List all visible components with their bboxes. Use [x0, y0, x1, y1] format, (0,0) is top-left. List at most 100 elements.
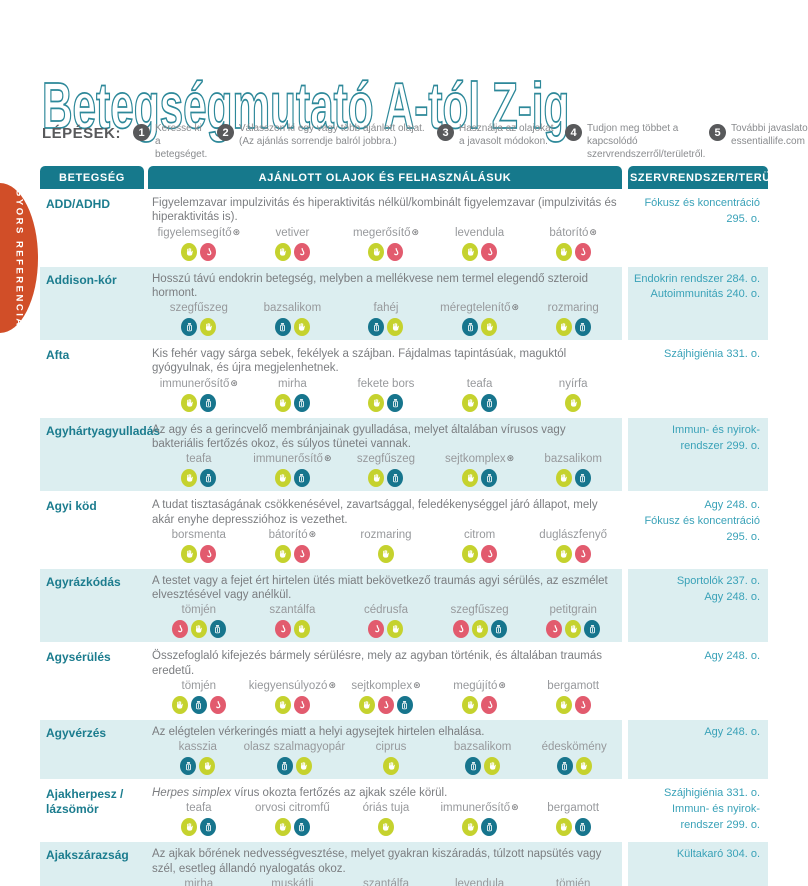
- topical-hand-icon: [190, 620, 207, 639]
- internal-bottle-icon: [481, 818, 498, 837]
- oil-name: olasz szalmagyopár: [243, 741, 346, 754]
- oil-name: fahéj: [373, 302, 399, 315]
- topical-hand-icon: [462, 544, 479, 563]
- oil-item: citrom: [433, 529, 527, 563]
- table-row: Agysérülés Összefoglaló kifejezés bármel…: [40, 644, 768, 718]
- oil-item: bátorító⊛: [526, 227, 620, 261]
- oil-name: szantálfa: [362, 877, 409, 886]
- oil-name: kiegyensúlyozó⊛: [248, 680, 336, 693]
- oil-name: szantálfa: [269, 604, 316, 617]
- oil-item: szantálfa: [339, 878, 433, 886]
- disease-description: Az agy és a gerincvelő membránjainak gyu…: [152, 423, 566, 451]
- internal-bottle-icon: [293, 393, 310, 412]
- oil-item: cédrusfa: [339, 604, 433, 639]
- row-band: Addison-kór Hosszú távú endokrin betegsé…: [40, 266, 622, 341]
- internal-bottle-icon: [368, 318, 385, 337]
- oil-item: ciprus: [345, 741, 437, 775]
- aromatic-nose-icon: [574, 695, 591, 714]
- system-ref: Fókusz és koncentráció 295. o.: [644, 197, 760, 225]
- oil-usage-icons: [152, 544, 246, 563]
- oil-name: bazsalikom: [544, 453, 602, 466]
- oil-usage-icons: [246, 469, 340, 488]
- internal-bottle-icon: [181, 318, 198, 337]
- topical-hand-icon: [481, 318, 498, 337]
- oil-name: édeskömény: [541, 741, 607, 754]
- oil-usage-icons: [433, 620, 527, 639]
- oil-usage-icons: [246, 242, 340, 261]
- oil-item: nyírfa: [526, 378, 620, 412]
- topical-hand-icon: [575, 757, 592, 775]
- topical-hand-icon: [274, 393, 291, 412]
- oil-item: bazsalikom: [246, 302, 340, 337]
- oils-list: kasszia olasz szalmagyopár ciprus bazsal…: [152, 741, 620, 775]
- row-band: Agyhártyagyulladás Az agy és a gerincvel…: [40, 417, 622, 492]
- oil-usage-icons: [246, 318, 340, 337]
- topical-hand-icon: [484, 757, 501, 775]
- oil-name: teafa: [186, 453, 212, 466]
- oil-name: bátorító⊛: [549, 226, 597, 239]
- topical-hand-icon: [181, 242, 198, 261]
- system-ref: Immun- és nyirok-: [671, 802, 760, 815]
- header-oils: AJÁNLOTT OLAJOK ÉS FELHASZNÁLÁSUK: [148, 166, 622, 189]
- table-body: ADD/ADHD Figyelemzavar impulzivitás és h…: [40, 191, 768, 886]
- aromatic-nose-icon: [171, 620, 188, 639]
- oil-item: tömjén: [526, 878, 620, 886]
- system-refs: Fókusz és koncentráció 295. o.: [628, 191, 768, 265]
- blend-symbol: ⊛: [323, 453, 332, 464]
- oil-usage-icons: [339, 818, 433, 837]
- oil-name: duglászfenyő: [539, 528, 608, 541]
- oil-usage-icons: [152, 620, 246, 639]
- oil-name: méregtelenítő⊛: [440, 302, 520, 315]
- topical-hand-icon: [368, 469, 385, 488]
- oil-usage-icons: [433, 695, 527, 714]
- oil-name: bátorító⊛: [268, 528, 317, 541]
- oil-usage-icons: [339, 393, 433, 412]
- aromatic-nose-icon: [481, 242, 498, 261]
- step-number-badge: 4: [565, 124, 583, 141]
- oil-item: borsmenta: [152, 529, 246, 563]
- aromatic-nose-icon: [274, 620, 291, 639]
- header-disease: BETEGSÉG: [40, 166, 144, 189]
- oil-item: fekete bors: [339, 378, 433, 412]
- oil-name: tömjén: [181, 680, 217, 693]
- oil-usage-icons: [526, 620, 620, 639]
- topical-hand-icon: [387, 620, 404, 639]
- oil-item: bergamott: [526, 802, 620, 837]
- oil-usage-icons: [339, 695, 433, 714]
- aromatic-nose-icon: [387, 242, 404, 261]
- oil-usage-icons: [345, 757, 437, 775]
- internal-bottle-icon: [293, 818, 310, 837]
- disease-name: ADD/ADHD: [46, 197, 110, 211]
- oil-name: rozmaring: [547, 302, 599, 315]
- oil-name: ciprus: [375, 741, 407, 754]
- oil-name: citrom: [463, 528, 496, 541]
- blend-symbol: ⊛: [308, 528, 317, 539]
- oil-item: tömjén: [152, 680, 246, 714]
- table-row: ADD/ADHD Figyelemzavar impulzivitás és h…: [40, 191, 768, 265]
- aromatic-nose-icon: [481, 695, 498, 714]
- oils-list: figyelemsegítő⊛ vetiver megerősítő⊛ leve…: [152, 227, 620, 261]
- aromatic-nose-icon: [200, 242, 217, 261]
- internal-bottle-icon: [387, 393, 404, 412]
- row-main: Figyelemzavar impulzivitás és hiperaktiv…: [152, 196, 622, 261]
- step-number-badge: 5: [709, 124, 727, 141]
- internal-bottle-icon: [584, 620, 601, 639]
- oil-name: orvosi citromfű: [255, 802, 330, 815]
- oil-usage-icons: [152, 393, 246, 412]
- oil-usage-icons: [152, 757, 244, 775]
- oil-name: teafa: [186, 802, 212, 815]
- row-band: Ajakherpesz / lázsömör Herpes simplex ví…: [40, 781, 622, 840]
- oil-usage-icons: [433, 393, 527, 412]
- topical-hand-icon: [293, 620, 310, 639]
- topical-hand-icon: [200, 318, 217, 337]
- row-band: Agyi köd A tudat tisztaságának csökkenés…: [40, 493, 622, 567]
- topical-hand-icon: [387, 318, 404, 337]
- oil-item: óriás tuja: [339, 802, 433, 837]
- row-band: Ajakszárazság Az ajkak bőrének nedvesség…: [40, 842, 622, 886]
- oil-usage-icons: [339, 620, 433, 639]
- topical-hand-icon: [171, 695, 188, 714]
- oil-usage-icons: [246, 695, 340, 714]
- oil-usage-icons: [433, 469, 527, 488]
- disease-description: Az elégtelen vérkeringés miatt a helyi a…: [152, 725, 485, 738]
